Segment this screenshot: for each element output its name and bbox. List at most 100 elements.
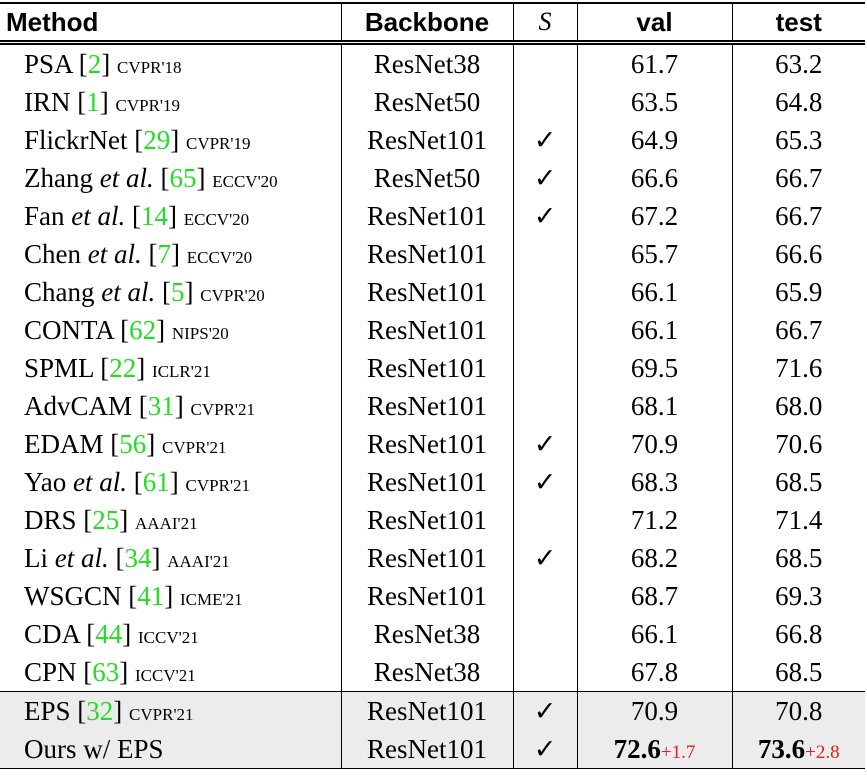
backbone-cell: ResNet101: [340, 273, 513, 311]
test-cell: 66.7: [731, 159, 865, 197]
method-part: 22: [109, 352, 137, 383]
method-cell: EDAM [56] CVPR'21: [0, 425, 341, 463]
method-cell: CDA [44] ICCV'21: [0, 615, 341, 653]
val-cell: 71.2: [576, 501, 732, 539]
val-cell: 68.3: [576, 463, 732, 501]
table-row: AdvCAM [31] CVPR'21 ResNet101 68.1 68.0: [0, 387, 865, 425]
score: 66.6: [775, 238, 823, 269]
method-part: 2: [87, 48, 102, 79]
method-part: CVPR'19: [115, 95, 180, 115]
supervision-cell: [512, 311, 577, 349]
val-cell: 72.6+1.7: [576, 730, 732, 769]
test-cell: 73.6+2.8: [731, 730, 865, 769]
method-part: 63: [92, 656, 120, 687]
method-part: Fan: [24, 200, 72, 231]
backbone-cell: ResNet101: [340, 501, 513, 539]
header-cell: test: [731, 3, 865, 43]
table-row: CONTA [62] NIPS'20 ResNet101 66.1 66.7: [0, 311, 865, 349]
backbone-cell: ResNet50: [340, 83, 513, 121]
score: 65.7: [630, 238, 679, 269]
method-cell: FlickrNet [29] CVPR'19: [0, 121, 341, 159]
method-part: CVPR'21: [185, 475, 251, 495]
backbone-cell: ResNet101: [340, 463, 513, 501]
table-row: CPN [63] ICCV'21 ResNet38 67.8 68.5: [0, 653, 865, 692]
supervision-cell: [512, 42, 577, 83]
val-cell: 66.6: [576, 159, 732, 197]
method-part: [: [127, 466, 143, 497]
backbone-cell: ResNet101: [340, 349, 513, 387]
val-cell: 68.7: [576, 577, 732, 615]
method-cell: DRS [25] AAAI'21: [0, 501, 341, 539]
score: 68.3: [630, 466, 679, 497]
method-part: 1: [86, 86, 100, 117]
method-part: 32: [86, 695, 114, 726]
method-part: IRN [: [24, 86, 87, 117]
score-delta: +2.8: [805, 741, 840, 763]
table-row: Ours w/ EPS ResNet101 ✓ 72.6+1.7 73.6+2.8: [0, 730, 865, 769]
score: 65.9: [775, 276, 823, 307]
method-part: CVPR'21: [190, 399, 255, 419]
score: 68.5: [775, 466, 823, 497]
method-part: CONTA [: [24, 314, 130, 345]
method-cell: Chang et al. [5] CVPR'20: [0, 273, 341, 311]
score: 66.6: [630, 162, 679, 193]
backbone-cell: ResNet101: [340, 577, 513, 615]
supervision-cell: [512, 273, 577, 311]
test-cell: 71.6: [731, 349, 865, 387]
val-cell: 65.7: [576, 235, 732, 273]
backbone-cell: ResNet101: [340, 539, 513, 577]
method-part: ]: [168, 200, 184, 231]
method-part: ECCV'20: [183, 209, 250, 229]
table-row: Chen et al. [7] ECCV'20 ResNet101 65.7 66.6: [0, 235, 865, 273]
table-row: IRN [1] CVPR'19 ResNet50 63.5 64.8: [0, 83, 865, 121]
score: 71.6: [775, 352, 823, 383]
score: 66.1: [630, 276, 679, 307]
supervision-cell: [512, 235, 577, 273]
method-part: ]: [119, 656, 136, 687]
val-cell: 67.2: [576, 197, 732, 235]
method-part: NIPS'20: [171, 323, 229, 343]
method-part: et al.: [73, 466, 128, 497]
supervision-cell: [512, 653, 577, 692]
method-part: ICME'21: [180, 589, 243, 609]
val-cell: 70.9: [576, 691, 732, 730]
method-part: SPML [: [24, 352, 110, 383]
method-part: [: [153, 162, 170, 193]
test-cell: 68.5: [731, 653, 865, 692]
check-mark: ✓: [533, 200, 557, 231]
test-cell: 68.5: [731, 463, 865, 501]
score: 70.8: [775, 695, 823, 726]
table-row: PSA [2] CVPR'18 ResNet38 61.7 63.2: [0, 42, 865, 83]
test-cell: 63.2: [731, 42, 865, 83]
backbone-cell: ResNet101: [340, 311, 513, 349]
method-part: ]: [171, 238, 187, 269]
method-cell: CPN [63] ICCV'21: [0, 653, 341, 692]
supervision-cell: ✓: [512, 121, 577, 159]
supervision-cell: [512, 615, 577, 653]
method-part: CVPR'21: [129, 704, 194, 724]
method-part: 56: [119, 428, 147, 459]
backbone-cell: ResNet101: [340, 121, 513, 159]
method-part: ]: [170, 124, 186, 155]
score: 66.8: [775, 618, 823, 649]
table-row: EDAM [56] CVPR'21 ResNet101 ✓ 70.9 70.6: [0, 425, 865, 463]
score: 68.5: [775, 656, 823, 687]
val-cell: 67.8: [576, 653, 732, 692]
method-part: AdvCAM [: [24, 390, 148, 421]
table-row: Zhang et al. [65] ECCV'20 ResNet50 ✓ 66.6 66…: [0, 159, 865, 197]
method-part: ]: [196, 162, 213, 193]
score: 72.6: [613, 733, 661, 764]
method-part: 41: [137, 580, 165, 611]
method-part: Ours w/ EPS: [24, 733, 164, 764]
method-part: et al.: [71, 200, 126, 231]
method-part: 29: [143, 124, 171, 155]
table-body: PSA [2] CVPR'18 ResNet38 61.7 63.2 IRN [1] C…: [0, 42, 865, 769]
method-part: et al.: [99, 162, 154, 193]
supervision-cell: [512, 349, 577, 387]
val-cell: 66.1: [576, 273, 732, 311]
method-part: ]: [184, 276, 201, 307]
table-row: DRS [25] AAAI'21 ResNet101 71.2 71.4: [0, 501, 865, 539]
method-part: ECCV'20: [212, 171, 278, 191]
